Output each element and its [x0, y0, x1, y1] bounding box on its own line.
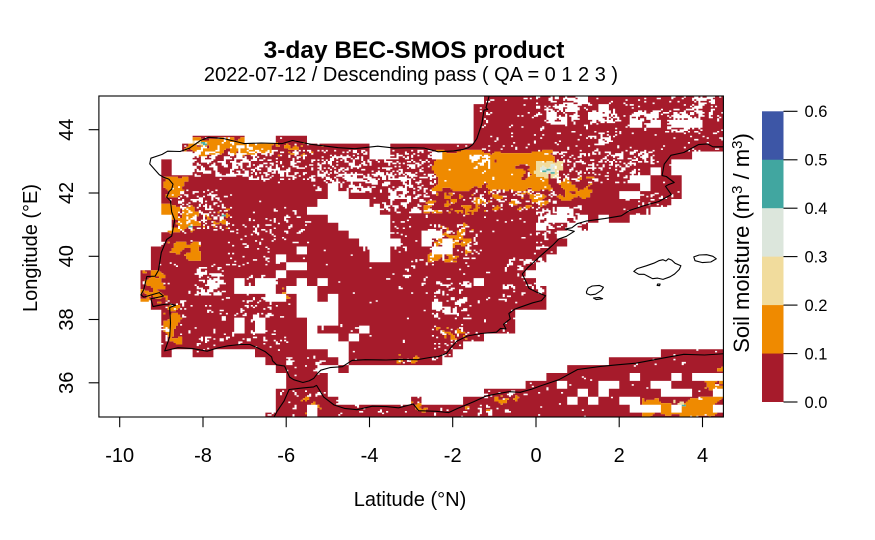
svg-text:40: 40	[56, 245, 78, 267]
svg-text:38: 38	[56, 308, 78, 330]
svg-text:-2: -2	[444, 445, 462, 467]
svg-text:36: 36	[56, 372, 78, 394]
svg-text:Soil moisture (m3 / m3): Soil moisture (m3 / m3)	[729, 133, 754, 353]
svg-text:-8: -8	[194, 445, 212, 467]
svg-text:-6: -6	[277, 445, 295, 467]
svg-text:0.5: 0.5	[805, 152, 828, 170]
svg-text:Longitude (°E): Longitude (°E)	[20, 184, 42, 312]
svg-text:Latitude (°N): Latitude (°N)	[354, 489, 467, 511]
svg-text:44: 44	[56, 119, 78, 141]
svg-text:0.1: 0.1	[805, 345, 828, 363]
svg-text:42: 42	[56, 182, 78, 204]
svg-text:0.0: 0.0	[805, 394, 828, 412]
svg-text:3-day BEC-SMOS product: 3-day BEC-SMOS product	[264, 37, 565, 64]
svg-text:-4: -4	[361, 445, 379, 467]
svg-text:0: 0	[530, 445, 541, 467]
svg-text:0.2: 0.2	[805, 297, 828, 315]
svg-text:0.3: 0.3	[805, 248, 828, 266]
svg-text:0.4: 0.4	[805, 200, 828, 218]
svg-text:2022-07-12 / Descending pass (: 2022-07-12 / Descending pass ( QA = 0 1 …	[204, 64, 618, 86]
svg-text:2: 2	[614, 445, 625, 467]
svg-text:4: 4	[697, 445, 708, 467]
svg-text:0.6: 0.6	[805, 103, 828, 121]
svg-text:-10: -10	[105, 445, 134, 467]
